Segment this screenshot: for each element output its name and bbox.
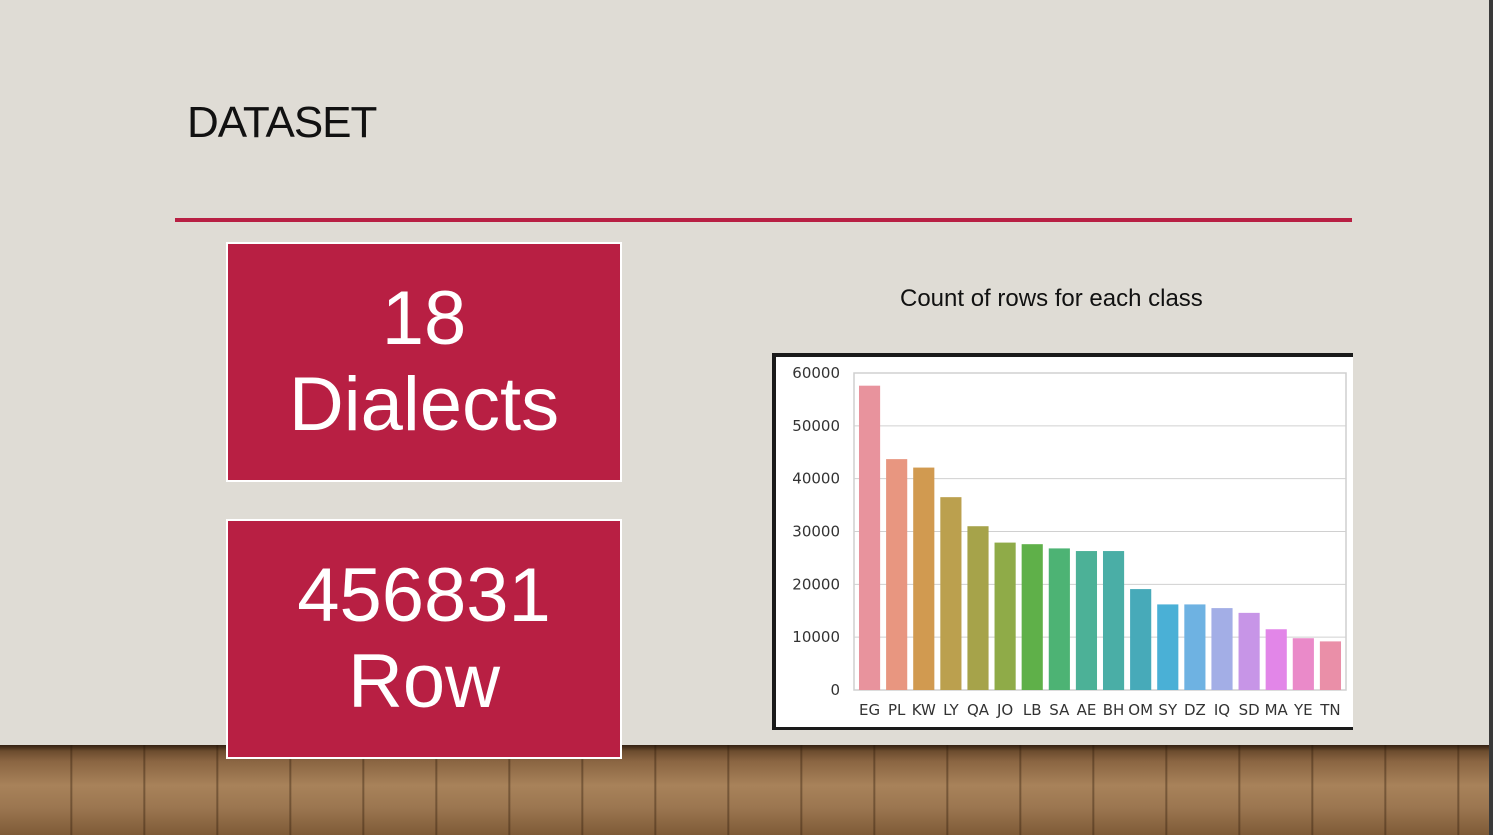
x-tick-label: MA xyxy=(1265,701,1289,719)
bar-ma xyxy=(1265,629,1287,690)
chart-container: 0 10000 20000 30000 40000 50000 60000 EG PL KW LY Q… xyxy=(772,353,1353,730)
bar-iq xyxy=(1211,608,1233,690)
bar-kw xyxy=(913,467,935,690)
bar-ae xyxy=(1075,551,1098,690)
x-tick-label: SA xyxy=(1049,701,1070,719)
bar-lb xyxy=(1021,544,1043,690)
y-tick-label: 20000 xyxy=(792,575,840,593)
bar-bh xyxy=(1102,551,1125,690)
y-tick-label: 50000 xyxy=(792,417,840,435)
floor-shadow xyxy=(0,745,1489,751)
x-tick-label: DZ xyxy=(1184,701,1206,719)
dialects-label: Dialects xyxy=(288,362,560,447)
bar-ye xyxy=(1292,638,1314,690)
y-tick-label: 0 xyxy=(830,681,840,699)
x-tick-label: BH xyxy=(1103,701,1125,719)
slide-title: DATASET xyxy=(187,98,377,147)
dialects-card: 18 Dialects xyxy=(226,242,622,482)
bar-om xyxy=(1130,589,1152,690)
bar-jo xyxy=(994,542,1016,690)
dialects-count: 18 xyxy=(381,276,467,361)
y-tick-label: 40000 xyxy=(792,470,840,488)
x-tick-label: AE xyxy=(1077,701,1097,719)
bar-sd xyxy=(1238,612,1260,690)
x-tick-label: QA xyxy=(967,701,990,719)
x-tick-label: LB xyxy=(1023,701,1042,719)
bar-dz xyxy=(1184,604,1206,690)
bar-sy xyxy=(1157,604,1179,690)
x-tick-label: SD xyxy=(1239,701,1260,719)
title-divider xyxy=(175,218,1352,222)
x-tick-label: YE xyxy=(1293,701,1313,719)
bar-chart: 0 10000 20000 30000 40000 50000 60000 EG PL KW LY Q… xyxy=(792,364,1347,719)
rows-card: 456831 Row xyxy=(226,519,622,759)
bar-ly xyxy=(940,497,962,690)
y-tick-label: 10000 xyxy=(792,628,840,646)
slide-right-edge xyxy=(1489,0,1493,835)
y-tick-label: 30000 xyxy=(792,523,840,541)
rows-count: 456831 xyxy=(297,553,551,638)
x-tick-label: LY xyxy=(943,701,959,719)
bar-eg xyxy=(858,385,881,690)
x-tick-label: EG xyxy=(859,701,880,719)
bar-qa xyxy=(967,526,989,690)
x-tick-label: JO xyxy=(996,701,1013,719)
x-tick-label: SY xyxy=(1158,701,1178,719)
chart-caption: Count of rows for each class xyxy=(900,285,1203,312)
bar-sa xyxy=(1048,548,1070,690)
x-tick-label: OM xyxy=(1128,701,1153,719)
x-tick-label: TN xyxy=(1319,701,1340,719)
x-tick-label: PL xyxy=(888,701,906,719)
y-tick-label: 60000 xyxy=(792,364,840,382)
wood-floor-background xyxy=(0,745,1489,835)
x-tick-label: IQ xyxy=(1214,701,1230,719)
bar-tn xyxy=(1319,641,1342,690)
bar-pl xyxy=(886,459,908,690)
rows-label: Row xyxy=(347,639,501,724)
x-tick-label: KW xyxy=(912,701,936,719)
